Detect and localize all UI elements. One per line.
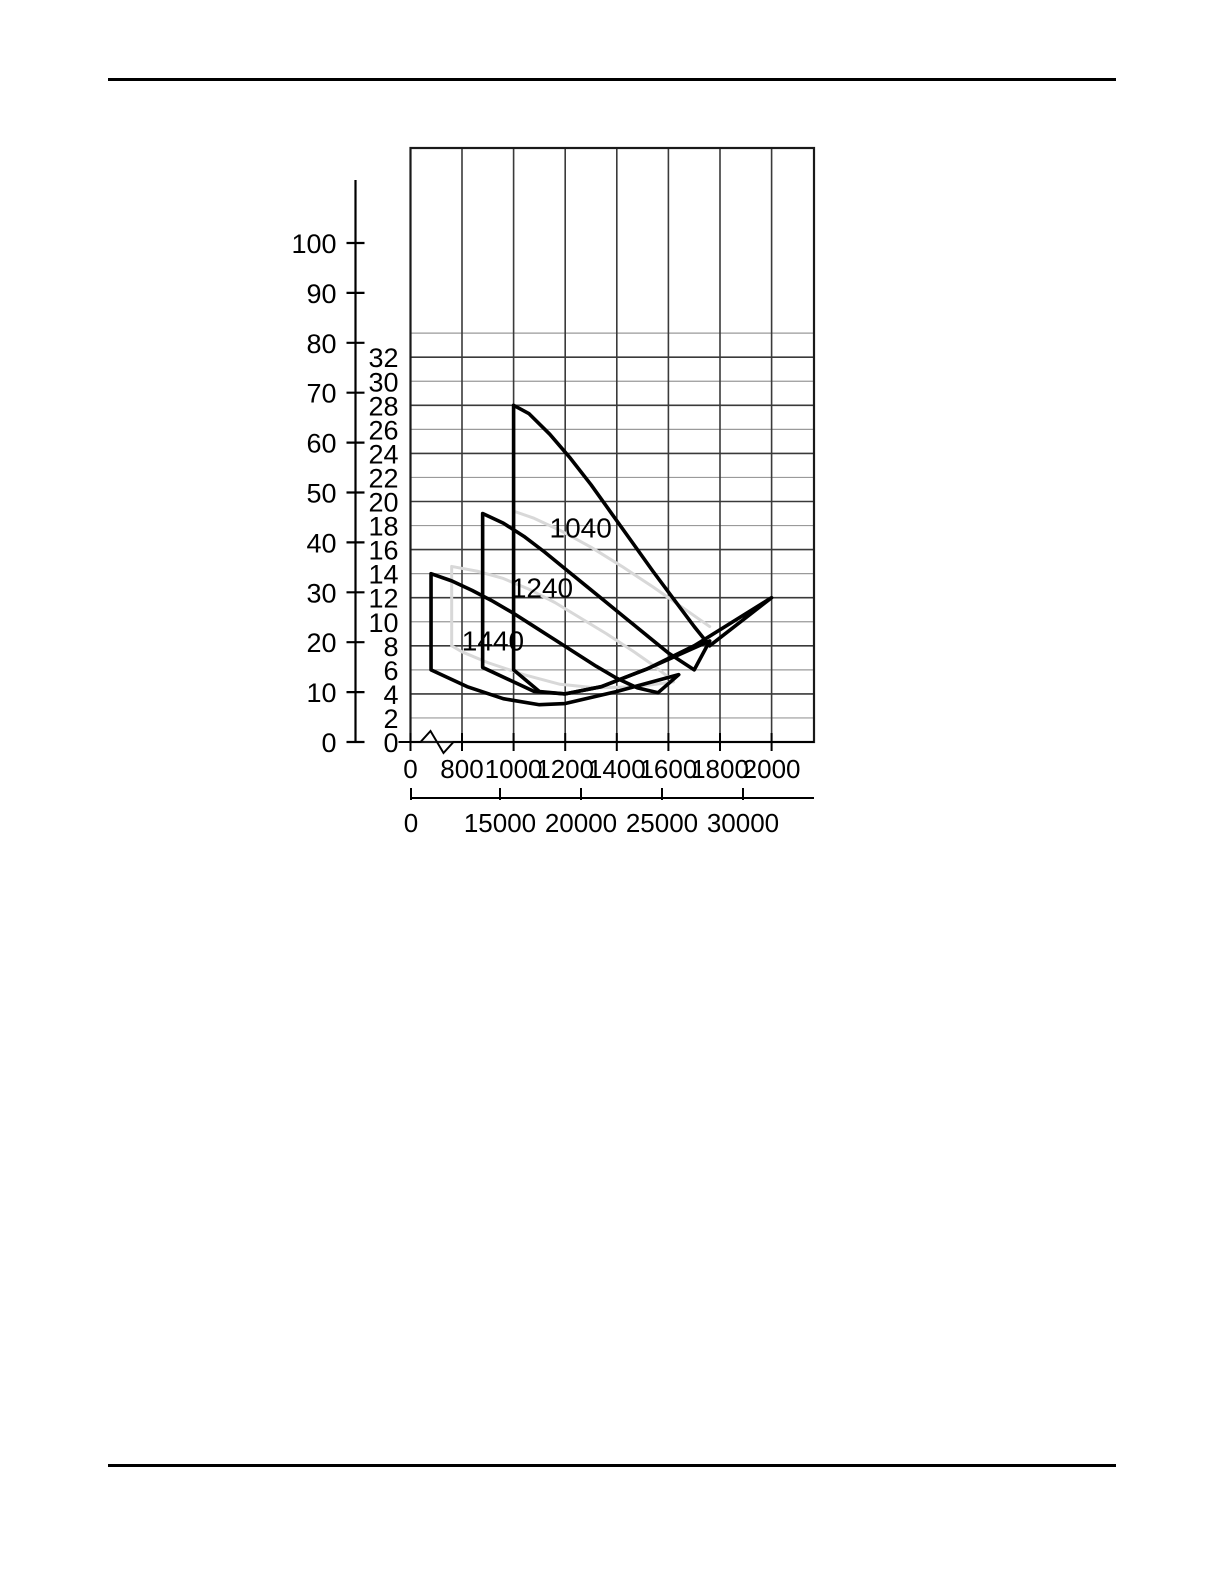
footer-rule — [108, 1464, 1116, 1467]
svg-text:28: 28 — [368, 391, 398, 421]
svg-text:26: 26 — [368, 415, 398, 445]
svg-text:2: 2 — [383, 704, 398, 734]
svg-text:8: 8 — [383, 632, 398, 662]
y-axis-left-tick-labels: 0 10 20 30 40 50 60 70 80 90 100 — [291, 229, 336, 758]
chart-grid-minor — [410, 332, 814, 719]
svg-text:0: 0 — [404, 808, 418, 838]
svg-text:25000: 25000 — [626, 808, 698, 838]
svg-text:20: 20 — [368, 488, 398, 518]
svg-text:14: 14 — [368, 560, 398, 590]
header-rule — [108, 78, 1116, 81]
svg-text:32: 32 — [368, 343, 398, 373]
svg-text:10: 10 — [368, 608, 398, 638]
svg-text:1000: 1000 — [485, 754, 543, 784]
svg-text:80: 80 — [306, 329, 336, 359]
svg-text:2000: 2000 — [743, 754, 801, 784]
curve-labels-group: 1040 1240 1440 — [462, 513, 612, 657]
svg-text:6: 6 — [383, 656, 398, 686]
y-axis-left-percent — [346, 180, 365, 744]
svg-text:1400: 1400 — [588, 754, 646, 784]
svg-text:30000: 30000 — [707, 808, 779, 838]
svg-text:1800: 1800 — [691, 754, 749, 784]
svg-text:0: 0 — [383, 728, 398, 758]
svg-text:100: 100 — [291, 229, 336, 259]
capacity-curve-1440 — [429, 571, 681, 707]
svg-text:16: 16 — [368, 536, 398, 566]
svg-text:1600: 1600 — [639, 754, 697, 784]
svg-text:30: 30 — [368, 367, 398, 397]
curve-label-1240: 1240 — [511, 573, 573, 604]
x-axis-secondary — [410, 788, 814, 800]
svg-text:10: 10 — [306, 678, 336, 708]
svg-text:15000: 15000 — [464, 808, 536, 838]
svg-text:20: 20 — [306, 628, 336, 658]
svg-text:0: 0 — [321, 728, 336, 758]
svg-text:90: 90 — [306, 279, 336, 309]
svg-text:12: 12 — [368, 584, 398, 614]
svg-text:22: 22 — [368, 463, 398, 493]
svg-text:60: 60 — [306, 429, 336, 459]
x-axis-primary — [398, 729, 814, 755]
curve-label-1440: 1440 — [462, 626, 524, 657]
x-axis-secondary-tick-labels: 0 15000 20000 25000 30000 — [404, 808, 779, 838]
capacity-curves — [429, 403, 774, 707]
svg-text:20000: 20000 — [545, 808, 617, 838]
svg-text:4: 4 — [383, 680, 398, 710]
svg-text:1200: 1200 — [536, 754, 594, 784]
capacity-curve-1240 — [480, 511, 712, 696]
svg-text:40: 40 — [306, 528, 336, 558]
curve-label-1040: 1040 — [550, 513, 612, 544]
svg-text:30: 30 — [306, 578, 336, 608]
svg-text:70: 70 — [306, 379, 336, 409]
svg-text:0: 0 — [403, 754, 417, 784]
svg-text:800: 800 — [440, 754, 483, 784]
svg-text:50: 50 — [306, 479, 336, 509]
svg-text:18: 18 — [368, 512, 398, 542]
svg-text:24: 24 — [368, 439, 398, 469]
